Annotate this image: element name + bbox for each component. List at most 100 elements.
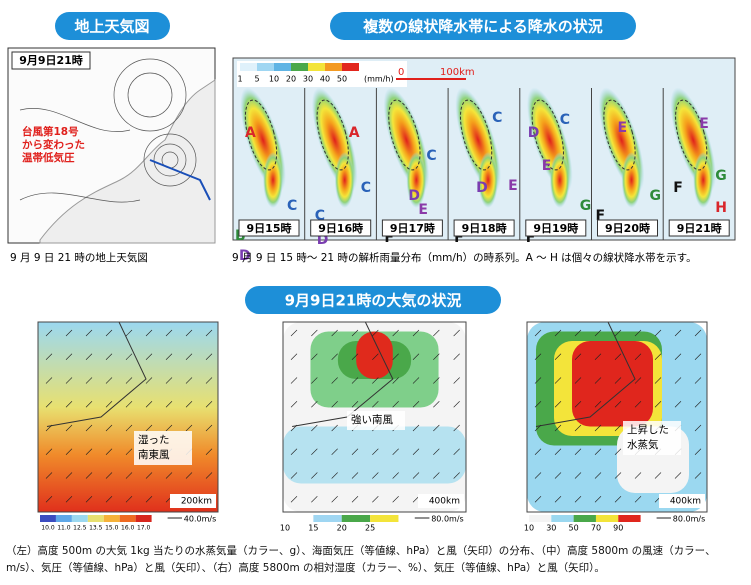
wind-arrow <box>85 329 93 337</box>
wind-arrow <box>351 472 359 479</box>
band-letter: D <box>528 125 540 141</box>
band-letter: E <box>618 120 628 136</box>
colorbar-tick: 25 <box>365 524 375 533</box>
wind-arrow <box>654 377 662 384</box>
wind-arrow <box>290 401 298 408</box>
colorbar-cell <box>551 515 574 522</box>
wind-arrow <box>145 472 153 479</box>
wind-arrow <box>85 401 93 408</box>
front <box>149 159 211 201</box>
wind-arrow <box>85 424 93 432</box>
wind-arrow <box>574 448 582 455</box>
wind-arrow <box>65 329 73 337</box>
wind-arrow <box>85 377 93 384</box>
colorbar-cell <box>325 63 342 71</box>
colorbar-tick: 70 <box>591 524 601 533</box>
wind-arrow <box>554 496 562 503</box>
wind-arrow <box>65 353 73 360</box>
wind-arrow <box>574 401 582 408</box>
band-outline <box>603 99 636 171</box>
wind-arrow <box>290 448 298 455</box>
wind-arrow <box>290 353 298 360</box>
colorbar-cell <box>257 63 274 71</box>
wind-arrow <box>554 401 562 408</box>
wind-arrow <box>554 448 562 455</box>
wind-arrow <box>634 353 642 360</box>
land <box>292 321 394 427</box>
wind-arrow <box>614 496 622 503</box>
wind-arrow <box>453 329 460 337</box>
wind-arrow <box>290 496 298 503</box>
rain-band <box>693 152 714 208</box>
wind-arrow <box>185 472 193 479</box>
band-letter: F <box>454 230 464 246</box>
wind-arrow <box>45 448 53 455</box>
distance: 400km <box>670 497 701 507</box>
band-letter: A <box>245 125 256 141</box>
band-letter: C <box>287 198 297 214</box>
wind-arrow <box>614 353 622 360</box>
land <box>46 321 147 427</box>
wind-arrow <box>614 401 622 408</box>
badge <box>55 12 170 40</box>
band-letter: F <box>596 208 606 224</box>
band-letter: C <box>492 110 502 126</box>
colorbar-cell <box>274 63 291 71</box>
colorbar-tick: 20 <box>337 524 347 533</box>
rain-band <box>263 152 283 208</box>
rain-band <box>549 152 570 208</box>
wind-arrow <box>125 377 133 384</box>
colorbar-tick: 30 <box>546 524 556 533</box>
wind-arrow <box>392 448 399 455</box>
wind-arrow <box>165 377 173 384</box>
wind-arrow <box>311 377 318 384</box>
wind-scale: 80.0m/s <box>431 515 463 524</box>
colorbar-tick: 12.5 <box>73 525 87 532</box>
wind-arrow <box>125 496 133 503</box>
wind-arrow <box>392 329 399 337</box>
wind-arrow <box>125 424 133 432</box>
annotation: 南東風 <box>138 448 170 461</box>
band-letter: F <box>526 230 536 246</box>
annotation-bg <box>347 411 405 430</box>
colorbar-cell <box>285 515 314 522</box>
wind-arrow <box>594 329 602 337</box>
wind-arrow <box>574 329 582 337</box>
wind-arrow <box>65 496 73 503</box>
wind-arrow <box>674 353 682 360</box>
wind-arrow <box>105 472 113 479</box>
wind-arrow <box>594 448 602 455</box>
wind-arrow <box>453 377 460 384</box>
wind-arrow <box>594 472 602 479</box>
rain-panel: EGFH9日20時 <box>591 87 662 240</box>
wind-arrow <box>634 401 642 408</box>
wind-arrow <box>351 401 359 408</box>
band-letter: D <box>408 188 420 204</box>
map-frame <box>282 321 467 513</box>
wind-arrow <box>311 401 318 408</box>
wind-arrow <box>694 377 702 384</box>
wind-arrow <box>654 353 662 360</box>
band-letter: C <box>315 208 325 224</box>
band-letter: G <box>650 188 662 204</box>
wind-arrow <box>205 377 213 384</box>
wind-arrow <box>145 401 153 408</box>
wind-arrow <box>165 353 173 360</box>
wind-arrow <box>534 496 542 503</box>
rain-band <box>621 152 642 208</box>
wind-arrow <box>331 448 338 455</box>
wind-arrow <box>205 329 213 337</box>
wind-arrow <box>165 329 173 337</box>
rain-panel: ACBD9日15時 <box>235 87 300 264</box>
wind-arrow <box>534 401 542 408</box>
wind-arrow <box>205 353 213 360</box>
wind-arrow <box>392 377 399 384</box>
distance-bg <box>418 494 464 508</box>
wind-arrow <box>331 377 338 384</box>
wind-arrow <box>290 472 298 479</box>
wind-arrow <box>453 448 460 455</box>
